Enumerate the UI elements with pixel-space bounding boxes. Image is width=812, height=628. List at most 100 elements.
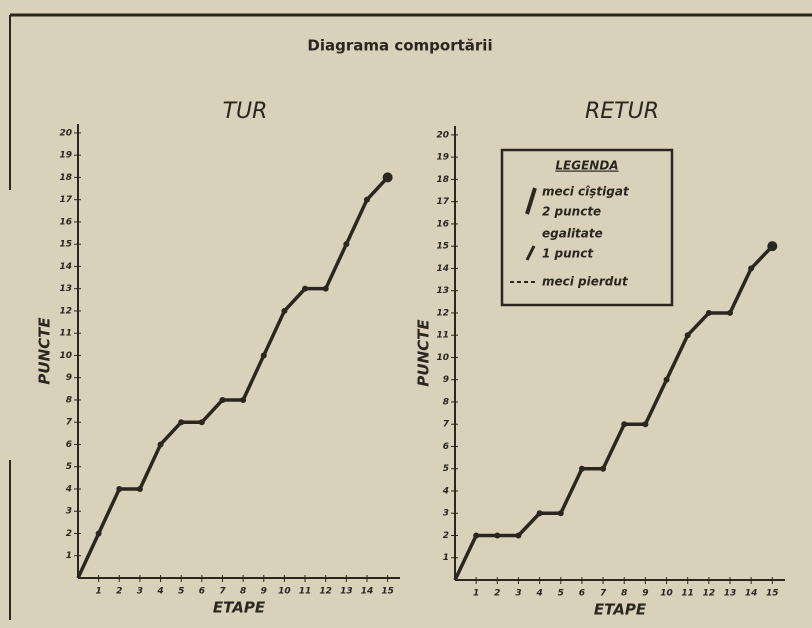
x-axis-label: ETAPE	[213, 599, 266, 617]
x-tick-label: 8	[240, 587, 246, 597]
data-point	[343, 241, 350, 248]
x-tick-label: 5	[178, 587, 184, 597]
chart-title: TUR	[223, 99, 268, 124]
x-tick-label: 13	[724, 589, 737, 599]
x-tick-label: 9	[261, 587, 267, 597]
page-title: Diagrama comportării	[307, 37, 492, 55]
data-point	[219, 396, 226, 403]
data-point	[363, 196, 370, 203]
data-point	[136, 485, 143, 492]
data-point	[95, 530, 102, 537]
data-point	[748, 265, 755, 272]
y-axis-label: PUNCTE	[415, 319, 433, 387]
x-tick-label: 11	[299, 587, 312, 597]
y-tick-label: 5	[66, 462, 72, 472]
data-point	[727, 309, 733, 316]
y-tick-label: 1	[443, 553, 449, 563]
y-tick-label: 15	[59, 240, 72, 250]
x-tick-label: 6	[579, 589, 585, 599]
x-tick-label: 8	[621, 589, 627, 599]
y-tick-label: 6	[66, 440, 72, 450]
y-tick-label: 1	[66, 551, 72, 561]
x-tick-label: 9	[642, 589, 648, 599]
x-tick-label: 2	[494, 589, 500, 599]
y-tick-label: 15	[436, 242, 449, 252]
x-tick-label: 7	[219, 587, 226, 597]
series-line	[76, 176, 389, 579]
y-tick-label: 18	[436, 175, 449, 185]
x-tick-label: 6	[199, 587, 205, 597]
x-tick-label: 10	[660, 589, 673, 599]
x-tick-label: 11	[681, 589, 694, 599]
data-point	[684, 332, 691, 339]
data-point	[281, 307, 288, 314]
y-tick-label: 3	[443, 509, 449, 519]
y-tick-label: 20	[59, 128, 72, 138]
x-tick-label: 13	[340, 587, 353, 597]
series-line	[453, 244, 774, 581]
data-point	[382, 172, 393, 183]
data-point	[600, 465, 607, 472]
x-tick-label: 12	[703, 589, 716, 599]
x-tick-label: 7	[600, 589, 607, 599]
y-tick-label: 2	[443, 531, 449, 541]
data-point	[178, 419, 185, 426]
data-point	[116, 485, 123, 492]
x-tick-label: 10	[278, 587, 291, 597]
legend-symbol	[525, 245, 536, 261]
x-tick-label: 3	[515, 589, 521, 599]
x-tick-label: 2	[116, 587, 122, 597]
y-tick-label: 6	[443, 442, 449, 452]
x-tick-label: 4	[535, 589, 542, 599]
x-tick-label: 14	[361, 587, 374, 597]
y-tick-label: 16	[436, 219, 449, 229]
x-tick-label: 15	[766, 589, 779, 599]
data-point	[705, 309, 712, 316]
legend-symbol	[525, 187, 537, 215]
y-tick-label: 19	[59, 151, 72, 161]
y-tick-label: 4	[65, 484, 72, 494]
data-point	[536, 510, 543, 517]
y-tick-label: 18	[59, 173, 72, 183]
chart-title: RETUR	[585, 99, 659, 124]
y-tick-label: 12	[436, 308, 449, 318]
y-tick-label: 2	[66, 529, 72, 539]
x-tick-label: 12	[319, 587, 332, 597]
legend-item: 2 puncte	[542, 205, 601, 219]
y-tick-label: 4	[442, 486, 449, 496]
y-tick-label: 8	[66, 395, 72, 405]
y-tick-label: 11	[436, 331, 449, 341]
y-tick-label: 17	[436, 197, 449, 207]
y-tick-label: 7	[443, 420, 450, 430]
y-tick-label: 13	[436, 286, 449, 296]
data-point	[494, 532, 501, 539]
x-tick-label: 5	[558, 589, 564, 599]
data-point	[240, 396, 247, 403]
legend-title: LEGENDA	[555, 159, 618, 173]
y-tick-label: 9	[66, 373, 72, 383]
y-tick-label: 8	[443, 397, 449, 407]
x-tick-label: 15	[381, 587, 394, 597]
data-point	[198, 419, 205, 426]
y-tick-label: 20	[436, 130, 449, 140]
data-point	[578, 465, 585, 472]
legend-item: 1 punct	[542, 247, 594, 261]
y-tick-label: 7	[66, 418, 73, 428]
data-point	[642, 421, 649, 428]
y-tick-label: 13	[59, 284, 72, 294]
y-tick-label: 3	[66, 507, 72, 517]
data-point	[621, 421, 628, 428]
legend-box	[500, 148, 674, 307]
data-point	[767, 241, 778, 252]
legend-item: meci pierdut	[542, 275, 629, 289]
y-tick-label: 11	[59, 329, 72, 339]
legend-item: egalitate	[542, 227, 603, 241]
data-point	[260, 352, 267, 359]
y-tick-label: 14	[436, 264, 449, 274]
x-tick-label: 1	[473, 589, 479, 599]
x-axis-label: ETAPE	[594, 601, 647, 619]
y-tick-label: 19	[436, 153, 449, 163]
data-point	[157, 441, 164, 448]
data-point	[473, 532, 480, 539]
